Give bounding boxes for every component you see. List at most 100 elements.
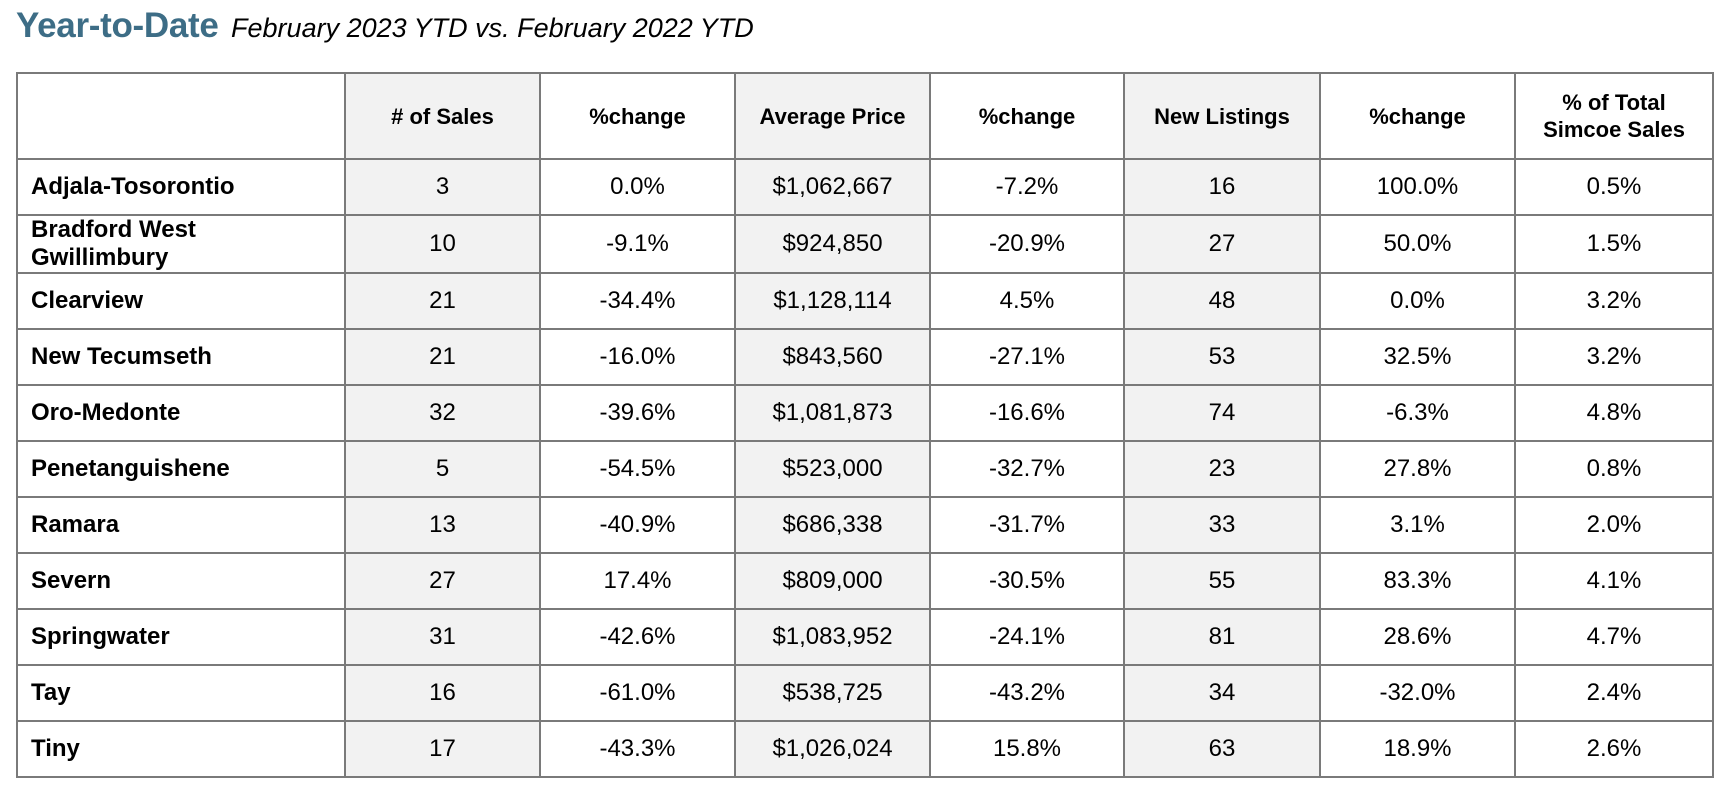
cell-sales-change: -43.3% [539, 720, 736, 778]
cell-average-price: $1,128,114 [734, 272, 931, 330]
column-header-new-listings: New Listings [1123, 72, 1321, 160]
cell-price-change: 15.8% [929, 720, 1125, 778]
column-header-sales: # of Sales [344, 72, 541, 160]
table-row: Ramara 13 -40.9% $686,338 -31.7% 33 3.1% 2.0% [16, 496, 1714, 554]
cell-new-listings: 55 [1123, 552, 1321, 610]
cell-sales-change: 17.4% [539, 552, 736, 610]
cell-pct-total: 4.1% [1514, 552, 1714, 610]
cell-price-change: -7.2% [929, 158, 1125, 216]
table-row: Severn 27 17.4% $809,000 -30.5% 55 83.3% 4.1% [16, 552, 1714, 610]
cell-sales: 27 [344, 552, 541, 610]
table-row: Tiny 17 -43.3% $1,026,024 15.8% 63 18.9% 2.6% [16, 720, 1714, 778]
cell-pct-total: 0.5% [1514, 158, 1714, 216]
cell-price-change: -30.5% [929, 552, 1125, 610]
cell-listings-change: 27.8% [1319, 440, 1516, 498]
cell-sales-change: -39.6% [539, 384, 736, 442]
cell-new-listings: 53 [1123, 328, 1321, 386]
cell-average-price: $924,850 [734, 214, 931, 274]
cell-average-price: $843,560 [734, 328, 931, 386]
table-row: Penetanguishene 5 -54.5% $523,000 -32.7% 23 27… [16, 440, 1714, 498]
cell-average-price: $1,081,873 [734, 384, 931, 442]
cell-price-change: -27.1% [929, 328, 1125, 386]
cell-region: Oro-Medonte [16, 384, 346, 442]
column-header-sales-change: %change [539, 72, 736, 160]
cell-listings-change: 83.3% [1319, 552, 1516, 610]
table-row: Oro-Medonte 32 -39.6% $1,081,873 -16.6% 74 -6.… [16, 384, 1714, 442]
cell-new-listings: 33 [1123, 496, 1321, 554]
cell-sales-change: -61.0% [539, 664, 736, 722]
column-header-price-change: %change [929, 72, 1125, 160]
cell-price-change: -20.9% [929, 214, 1125, 274]
cell-average-price: $686,338 [734, 496, 931, 554]
cell-pct-total: 4.7% [1514, 608, 1714, 666]
cell-sales: 13 [344, 496, 541, 554]
cell-new-listings: 63 [1123, 720, 1321, 778]
cell-sales: 17 [344, 720, 541, 778]
cell-sales-change: -40.9% [539, 496, 736, 554]
cell-new-listings: 34 [1123, 664, 1321, 722]
cell-listings-change: 50.0% [1319, 214, 1516, 274]
cell-price-change: -16.6% [929, 384, 1125, 442]
cell-price-change: 4.5% [929, 272, 1125, 330]
cell-listings-change: 3.1% [1319, 496, 1516, 554]
cell-sales-change: -16.0% [539, 328, 736, 386]
cell-sales: 21 [344, 272, 541, 330]
table-row: New Tecumseth 21 -16.0% $843,560 -27.1% 53 32.… [16, 328, 1714, 386]
cell-pct-total: 4.8% [1514, 384, 1714, 442]
cell-new-listings: 16 [1123, 158, 1321, 216]
cell-pct-total: 2.4% [1514, 664, 1714, 722]
column-header-average-price: Average Price [734, 72, 931, 160]
cell-pct-total: 3.2% [1514, 272, 1714, 330]
table-row: Springwater 31 -42.6% $1,083,952 -24.1% 81 28.… [16, 608, 1714, 666]
cell-region: New Tecumseth [16, 328, 346, 386]
cell-region: Tiny [16, 720, 346, 778]
cell-new-listings: 74 [1123, 384, 1321, 442]
cell-region: Clearview [16, 272, 346, 330]
cell-listings-change: 28.6% [1319, 608, 1516, 666]
page-subtitle: February 2023 YTD vs. February 2022 YTD [231, 13, 754, 43]
ytd-sales-table: # of Sales %change Average Price %change… [16, 72, 1714, 778]
cell-region: Penetanguishene [16, 440, 346, 498]
cell-listings-change: -6.3% [1319, 384, 1516, 442]
cell-listings-change: 32.5% [1319, 328, 1516, 386]
cell-listings-change: 100.0% [1319, 158, 1516, 216]
cell-price-change: -43.2% [929, 664, 1125, 722]
cell-average-price: $1,083,952 [734, 608, 931, 666]
cell-sales: 32 [344, 384, 541, 442]
cell-pct-total: 2.0% [1514, 496, 1714, 554]
cell-pct-total: 3.2% [1514, 328, 1714, 386]
cell-sales: 16 [344, 664, 541, 722]
cell-sales-change: -54.5% [539, 440, 736, 498]
table-row: Tay 16 -61.0% $538,725 -43.2% 34 -32.0% 2.4% [16, 664, 1714, 722]
table-header-row: # of Sales %change Average Price %change… [16, 72, 1714, 160]
page-header: Year-to-Date February 2023 YTD vs. Febru… [16, 6, 754, 46]
cell-average-price: $1,026,024 [734, 720, 931, 778]
column-header-listings-change: %change [1319, 72, 1516, 160]
cell-pct-total: 2.6% [1514, 720, 1714, 778]
cell-average-price: $809,000 [734, 552, 931, 610]
cell-average-price: $1,062,667 [734, 158, 931, 216]
cell-new-listings: 81 [1123, 608, 1321, 666]
cell-pct-total: 1.5% [1514, 214, 1714, 274]
cell-region: Severn [16, 552, 346, 610]
cell-sales-change: -34.4% [539, 272, 736, 330]
cell-region: Adjala-Tosorontio [16, 158, 346, 216]
cell-listings-change: 0.0% [1319, 272, 1516, 330]
table-row: Bradford West Gwillimbury 10 -9.1% $924,850… [16, 214, 1714, 274]
table-row: Adjala-Tosorontio 3 0.0% $1,062,667 -7.2% 16 1… [16, 158, 1714, 216]
cell-region: Bradford West Gwillimbury [16, 214, 346, 274]
column-header-pct-total: % of Total Simcoe Sales [1514, 72, 1714, 160]
cell-average-price: $538,725 [734, 664, 931, 722]
cell-new-listings: 48 [1123, 272, 1321, 330]
cell-new-listings: 27 [1123, 214, 1321, 274]
cell-sales-change: 0.0% [539, 158, 736, 216]
cell-sales: 5 [344, 440, 541, 498]
cell-sales: 31 [344, 608, 541, 666]
cell-sales-change: -9.1% [539, 214, 736, 274]
cell-price-change: -32.7% [929, 440, 1125, 498]
cell-sales: 3 [344, 158, 541, 216]
cell-listings-change: -32.0% [1319, 664, 1516, 722]
cell-region: Tay [16, 664, 346, 722]
cell-region: Springwater [16, 608, 346, 666]
cell-price-change: -24.1% [929, 608, 1125, 666]
